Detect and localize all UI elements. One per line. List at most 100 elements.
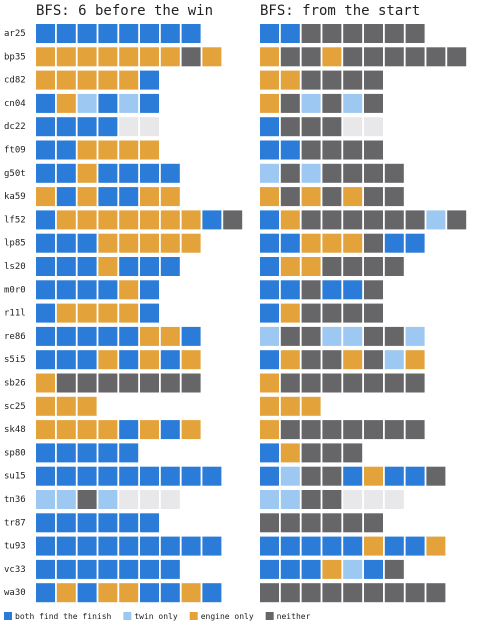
cell xyxy=(260,163,279,183)
cell xyxy=(119,490,139,509)
cell xyxy=(56,93,76,113)
cell xyxy=(36,466,55,486)
cell xyxy=(140,326,159,346)
row-label: su15 xyxy=(4,472,26,482)
cell xyxy=(160,420,180,440)
cell xyxy=(56,466,76,486)
cell xyxy=(343,140,363,160)
row-label: wa30 xyxy=(4,588,26,598)
cell xyxy=(343,257,363,276)
row-label: cn04 xyxy=(4,99,26,109)
row-label: ar25 xyxy=(4,29,26,39)
cell xyxy=(98,513,118,533)
cell xyxy=(181,233,201,253)
row-label: dc22 xyxy=(4,122,26,132)
cell xyxy=(160,373,180,393)
cell xyxy=(119,163,139,183)
cell xyxy=(202,583,222,603)
cell xyxy=(140,513,159,533)
cell xyxy=(280,70,300,90)
cell xyxy=(405,350,425,370)
cell xyxy=(280,303,300,323)
cell xyxy=(140,117,159,137)
cell xyxy=(77,257,97,276)
cell xyxy=(98,466,118,486)
cell xyxy=(77,396,97,416)
cell xyxy=(119,210,139,230)
cell xyxy=(77,93,97,113)
cell xyxy=(77,70,97,90)
cell xyxy=(56,24,76,43)
cell xyxy=(56,513,76,533)
cell xyxy=(260,93,279,113)
cell xyxy=(260,420,279,440)
cell xyxy=(36,70,55,90)
cell xyxy=(447,210,467,230)
cell xyxy=(260,280,279,300)
cell xyxy=(280,396,300,416)
cell xyxy=(98,117,118,137)
panel-title: BFS: from the start xyxy=(260,3,420,19)
cell xyxy=(36,326,55,346)
cell xyxy=(140,536,159,556)
cell xyxy=(447,47,467,67)
cell xyxy=(384,559,404,579)
cell xyxy=(119,466,139,486)
cell xyxy=(322,210,342,230)
cell xyxy=(98,559,118,579)
row-label: ka59 xyxy=(4,192,26,202)
cell xyxy=(160,536,180,556)
cell xyxy=(98,187,118,207)
cell xyxy=(280,233,300,253)
cell xyxy=(181,373,201,393)
legend-swatch xyxy=(265,612,274,620)
cell xyxy=(56,47,76,67)
panel-title: BFS: 6 before the win xyxy=(36,3,213,19)
cell xyxy=(322,443,342,463)
cell xyxy=(343,490,363,509)
cell xyxy=(98,70,118,90)
cell xyxy=(98,280,118,300)
cell xyxy=(364,24,383,43)
cell xyxy=(140,373,159,393)
cell xyxy=(56,373,76,393)
cell xyxy=(384,257,404,276)
cell xyxy=(301,396,321,416)
cell xyxy=(56,70,76,90)
cell xyxy=(260,117,279,137)
cell xyxy=(322,117,342,137)
cell xyxy=(322,257,342,276)
cell xyxy=(343,303,363,323)
cell xyxy=(119,70,139,90)
cell xyxy=(364,140,383,160)
cell xyxy=(36,140,55,160)
cell xyxy=(119,303,139,323)
cell xyxy=(36,443,55,463)
cell xyxy=(36,233,55,253)
cell xyxy=(36,536,55,556)
cell xyxy=(119,373,139,393)
row-label: sp80 xyxy=(4,448,26,458)
cell xyxy=(364,47,383,67)
cell xyxy=(181,350,201,370)
cell xyxy=(364,466,383,486)
cell xyxy=(343,559,363,579)
cell xyxy=(280,443,300,463)
cell xyxy=(260,233,279,253)
cell xyxy=(56,396,76,416)
cell xyxy=(160,24,180,43)
cell xyxy=(77,187,97,207)
cell xyxy=(98,257,118,276)
cell xyxy=(181,326,201,346)
cell xyxy=(202,466,222,486)
cell xyxy=(343,326,363,346)
cell xyxy=(36,187,55,207)
cell xyxy=(364,187,383,207)
cell xyxy=(140,559,159,579)
cell xyxy=(384,536,404,556)
cell xyxy=(322,280,342,300)
row-label: g50t xyxy=(4,169,26,179)
cell xyxy=(343,163,363,183)
cell xyxy=(56,303,76,323)
